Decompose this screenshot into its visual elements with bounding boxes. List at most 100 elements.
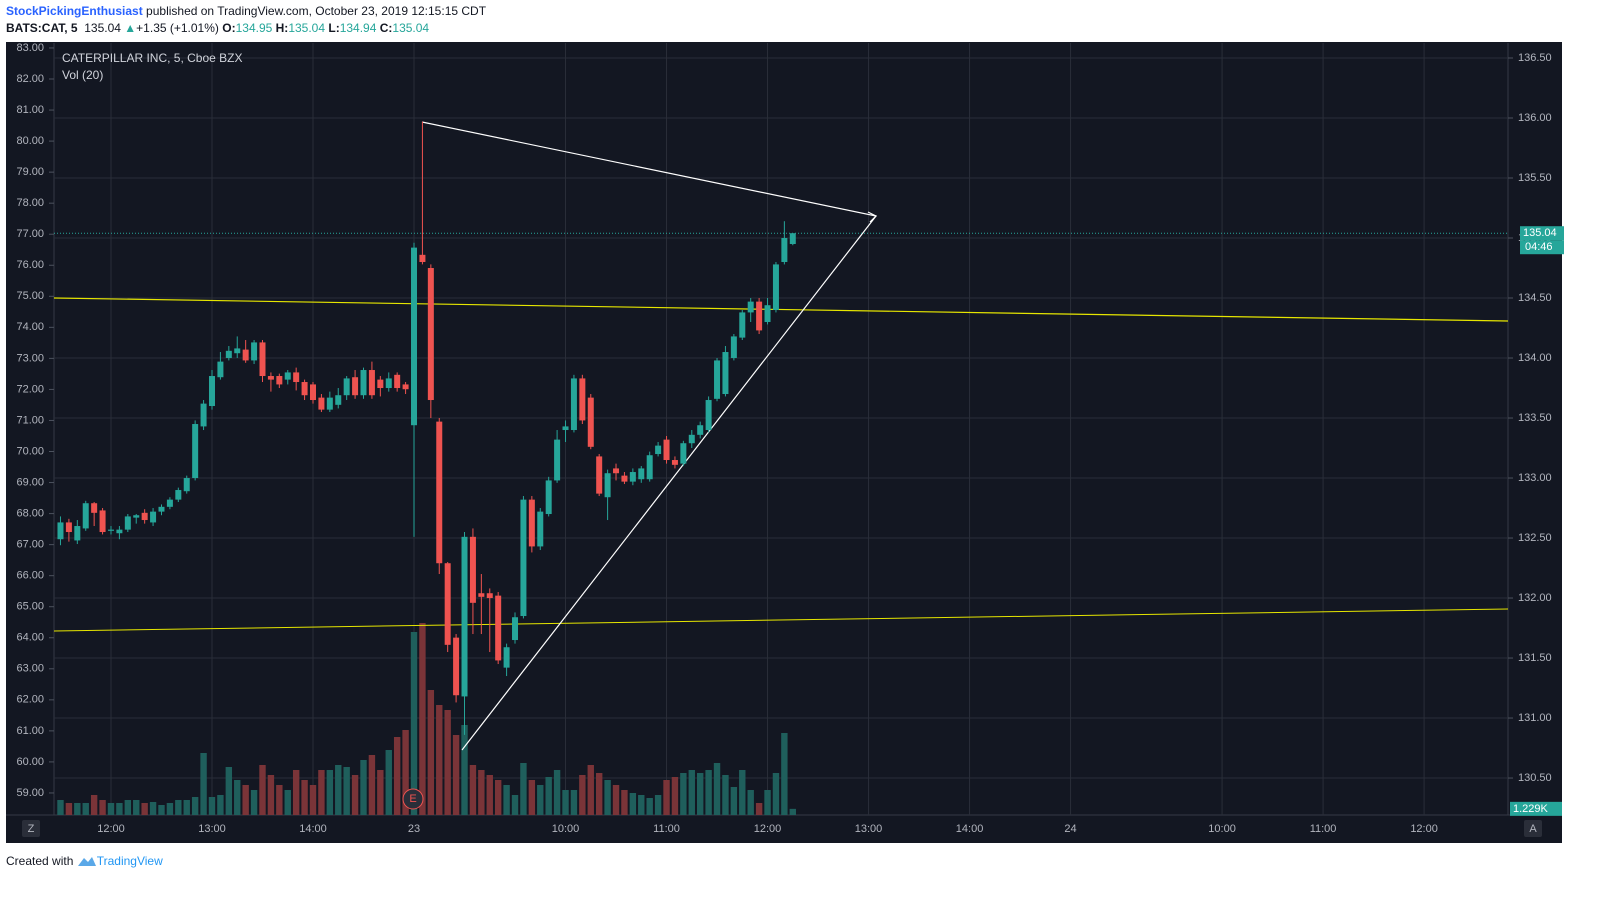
- y-tick-label: 132.50: [1518, 532, 1552, 544]
- countdown-badge: [1520, 240, 1564, 255]
- candle-body: [705, 400, 712, 431]
- button[interactable]: [1524, 820, 1542, 837]
- y2-tick-label: 72.00: [16, 383, 44, 395]
- candle-body: [183, 478, 190, 492]
- y2-tick-label: 82.00: [16, 73, 44, 85]
- volume-badge: [1510, 801, 1562, 816]
- y-tick-label: 130.50: [1518, 772, 1552, 784]
- c-value: 135.04: [392, 21, 430, 35]
- candle-body: [234, 348, 241, 354]
- candle-body: [503, 647, 510, 668]
- volume-bar: [621, 790, 628, 815]
- volume-bar: [141, 803, 148, 815]
- candle-body: [200, 403, 207, 427]
- brand[interactable]: TradingView: [96, 854, 163, 868]
- candle-body: [192, 424, 199, 479]
- volume-bar: [326, 770, 334, 815]
- candle-body: [545, 480, 552, 515]
- volume-bar: [234, 780, 241, 815]
- y2-tick-label: 66.00: [16, 570, 44, 582]
- y2-tick-label: 77.00: [16, 228, 44, 240]
- candle-body: [82, 503, 89, 529]
- candle-body: [764, 305, 771, 323]
- candle-body: [570, 378, 577, 431]
- author[interactable]: StockPickingEnthusiast: [6, 4, 143, 18]
- candle-body: [352, 377, 359, 396]
- y2-tick-label: 59.00: [16, 787, 44, 799]
- chart-title: CATERPILLAR INC, 5, Cboe BZX: [62, 51, 243, 65]
- o-label: O:: [222, 21, 236, 35]
- volume-bar: [461, 725, 468, 815]
- y-tick-label: 131.00: [1518, 712, 1552, 724]
- volume-bar: [553, 770, 561, 815]
- x-tick-label: 14:00: [956, 823, 984, 835]
- earnings-marker[interactable]: [402, 788, 424, 810]
- y2-tick-label: 81.00: [16, 104, 44, 116]
- candle-body: [495, 595, 502, 661]
- volume-bar: [250, 790, 258, 815]
- y-tick-label: 131.50: [1518, 652, 1552, 664]
- volume-bar: [570, 790, 578, 815]
- candle-body: [385, 378, 392, 389]
- candle-body: [309, 384, 316, 401]
- volume-bar: [124, 800, 132, 815]
- candle-body: [158, 506, 165, 512]
- candle-body: [655, 445, 662, 455]
- button[interactable]: [22, 820, 40, 837]
- volume-bar: [436, 705, 443, 815]
- x-tick-label: 11:00: [653, 823, 680, 835]
- button-label: Z: [28, 823, 35, 835]
- volume-bar: [696, 773, 704, 815]
- y2-tick-label: 83.00: [16, 42, 44, 54]
- candle-body: [419, 254, 426, 263]
- published: published on TradingView.com, October 23…: [146, 4, 487, 18]
- x-tick-label: 13:00: [855, 823, 883, 835]
- candle-body: [478, 593, 485, 597]
- candle-body: [259, 342, 266, 377]
- volume-bar: [789, 808, 796, 815]
- candle-body: [646, 455, 653, 480]
- candle-body: [74, 526, 81, 541]
- y2-tick-label: 80.00: [16, 135, 44, 147]
- candle-body: [671, 460, 678, 465]
- candle-body: [141, 512, 148, 521]
- volume-bar: [267, 775, 275, 815]
- volume-bar: [747, 790, 754, 815]
- x-tick-label: 14:00: [299, 823, 327, 835]
- y-tick-label: 136.00: [1518, 112, 1552, 124]
- y-tick-label: 136.50: [1518, 52, 1552, 64]
- candle-body: [730, 336, 737, 359]
- candle-body: [781, 238, 788, 263]
- y-tick-label: 132.00: [1518, 592, 1552, 604]
- volume-bar: [713, 763, 721, 815]
- volume-bar: [537, 785, 544, 815]
- y2-tick-label: 76.00: [16, 259, 44, 271]
- trend-line: [53, 608, 1509, 632]
- candle-body: [251, 342, 258, 361]
- volume-bar: [730, 787, 738, 815]
- volume-bar: [335, 765, 342, 815]
- volume-bar: [292, 770, 300, 815]
- volume-bar: [587, 765, 594, 815]
- volume-bar: [646, 798, 653, 815]
- grid: [54, 43, 1508, 815]
- candle-body: [453, 637, 460, 696]
- volume-bar: [671, 777, 679, 815]
- volume-bar: [225, 767, 233, 815]
- volume-bar: [469, 765, 477, 815]
- y2-tick-label: 62.00: [16, 694, 44, 706]
- volume-bar: [452, 735, 460, 815]
- volume-bar: [149, 802, 157, 815]
- volume-bar: [301, 780, 308, 815]
- volume-bar: [612, 785, 620, 815]
- earnings-label: E: [409, 793, 416, 805]
- candle-body: [756, 301, 763, 331]
- button-label: A: [1529, 823, 1537, 835]
- candle-body: [469, 536, 476, 603]
- volume-bar: [65, 803, 73, 815]
- volume-bar: [90, 795, 98, 815]
- candle-body: [402, 384, 409, 390]
- o-value: 134.95: [235, 21, 273, 35]
- candle-body: [789, 233, 796, 245]
